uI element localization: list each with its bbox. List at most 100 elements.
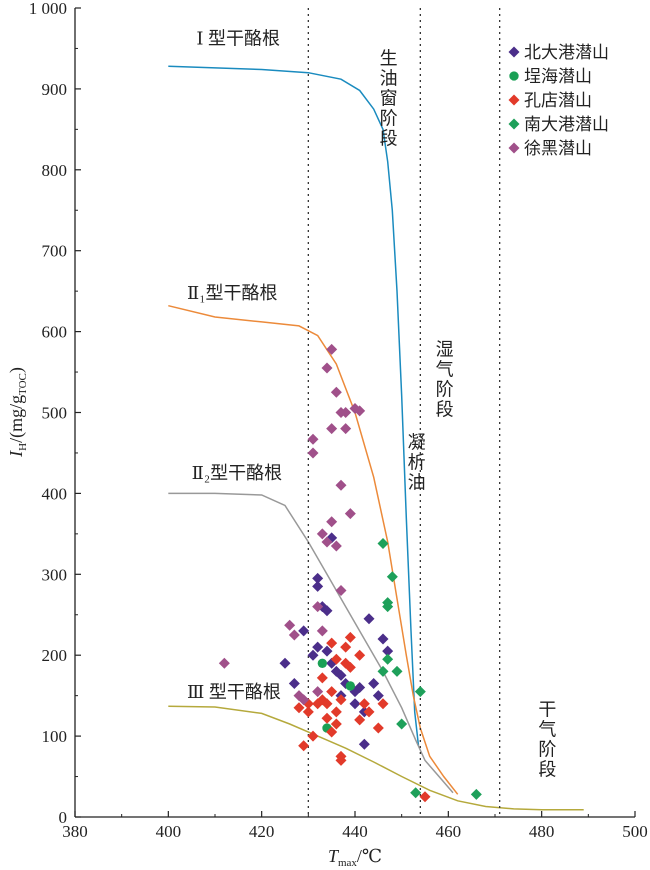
y-tick-label: 600 [42,323,68,342]
x-tick-label: 460 [436,822,462,841]
data-point-series-5 [288,629,300,641]
kerogen-curve-label: Ⅲ 型干酪根 [187,682,281,702]
kerogen-curve-label: Ⅰ 型干酪根 [196,28,280,48]
legend-marker [508,142,520,154]
data-point-series-5 [354,405,366,417]
data-point-series-5 [218,657,230,669]
axes: 380 400 420 440 460 480 500 0 100 200 300 400 500 600… [6,0,648,869]
y-tick-label: 800 [42,161,68,180]
data-point-series-1 [368,678,380,690]
stage-label: 湿气阶段 [434,340,454,420]
kerogen-curve-1 [168,65,420,746]
data-point-series-1 [321,645,333,657]
data-point-series-3 [307,730,319,742]
x-tick-label: 420 [249,822,275,841]
data-point-series-4 [470,788,482,800]
legend-label: 埕海潜山 [524,67,592,86]
data-point-series-3 [344,661,356,673]
data-point-series-3 [363,706,375,718]
data-point-series-5 [330,386,342,398]
data-point-series-5 [326,516,338,528]
data-point-series-1 [372,690,384,702]
data-point-series-5 [321,536,333,548]
y-tick-label: 900 [42,80,68,99]
x-tick-label: 400 [156,822,182,841]
data-point-series-5 [335,479,347,491]
data-point-series-5 [307,433,319,445]
data-point-series-3 [419,791,431,803]
data-point-series-4 [382,597,394,609]
data-point-series-5 [326,423,338,435]
data-point-series-3 [326,726,338,738]
data-point-series-3 [330,718,342,730]
data-point-series-2 [345,681,356,691]
data-point-series-5 [312,601,324,613]
data-point-series-4 [377,665,389,677]
data-point-series-1 [307,649,319,661]
data-point-series-5 [321,362,333,374]
data-point-series-3 [372,722,384,734]
data-point-series-3 [293,702,305,714]
data-point-series-1 [312,580,324,592]
data-point-series-4 [382,653,394,665]
data-point-series-3 [321,712,333,724]
data-point-series-3 [344,631,356,643]
y-tick-label: 700 [42,242,68,261]
data-point-series-3 [335,750,347,762]
stage-label: 干气阶段 [536,700,556,780]
data-point-series-1 [335,669,347,681]
data-point-series-5 [307,447,319,459]
data-point-series-1 [279,657,291,669]
data-point-series-5 [316,625,328,637]
data-point-series-1 [354,682,366,694]
data-point-series-1 [358,738,370,750]
data-point-series-5 [298,694,310,706]
data-point-series-1 [288,678,300,690]
kerogen-curve-label: Ⅱ₂型干酪根 [192,463,283,483]
y-tick-label: 500 [42,404,68,423]
data-point-series-4 [386,571,398,583]
y-tick-label: 200 [42,646,68,665]
data-point-series-5 [340,423,352,435]
data-point-series-3 [340,641,352,653]
legend-label: 孔店潜山 [524,91,592,110]
stage-label: 生油窗阶段 [378,48,398,148]
data-point-series-1 [321,605,333,617]
data-point-series-4 [410,787,422,799]
x-axis-label: Tmax/℃ [328,846,382,869]
data-point-series-3 [354,649,366,661]
y-tick-label: 400 [42,484,68,503]
y-tick-label: 300 [42,565,68,584]
legend-marker [508,94,520,106]
x-tick-label: 380 [62,822,88,841]
legend-marker [508,118,520,130]
data-point-series-5 [284,619,296,631]
kerogen-curves [168,65,584,811]
data-point-series-5 [312,686,324,698]
legend-label: 南大港潜山 [524,115,609,134]
data-point-series-1 [363,613,375,625]
data-point-series-5 [340,407,352,418]
legend-label: 徐黑潜山 [524,139,592,158]
stage-label: 凝析油 [406,433,426,493]
data-point-series-4 [414,686,426,698]
data-point-series-1 [312,641,324,653]
data-point-series-3 [377,698,389,710]
data-point-series-3 [358,698,370,710]
y-tick-label: 100 [42,727,68,746]
data-point-series-5 [330,540,342,552]
data-point-series-4 [377,538,389,550]
data-point-series-4 [391,665,403,677]
kerogen-curve-2 [168,304,459,795]
data-point-series-5 [316,528,328,540]
data-point-series-3 [335,694,347,706]
x-tick-label: 480 [529,822,555,841]
legend-marker [508,46,520,58]
data-point-series-3 [330,653,342,665]
data-point-series-5 [326,343,338,355]
data-point-series-3 [326,686,338,698]
data-point-series-3 [316,672,328,684]
x-tick-label: 440 [342,822,368,841]
